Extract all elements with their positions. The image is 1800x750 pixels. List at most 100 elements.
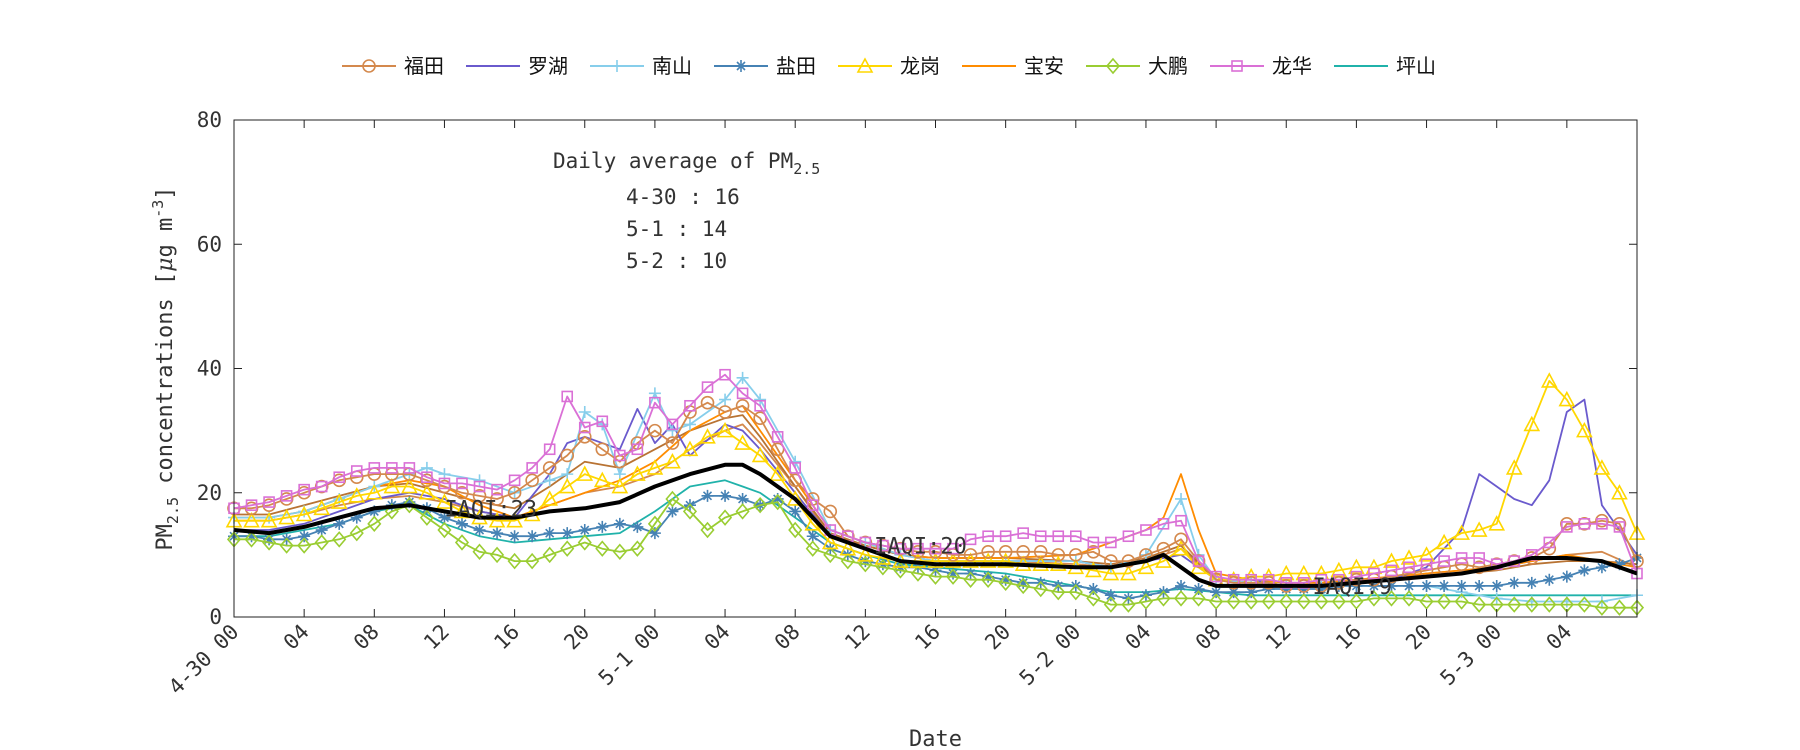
data-point [789, 462, 802, 474]
data-point [631, 443, 644, 456]
data-point [877, 539, 889, 552]
data-point [243, 512, 260, 528]
data-point [558, 477, 576, 494]
daily-average-line: 5-1 : 14 [626, 217, 727, 241]
data-point [1558, 390, 1576, 407]
data-point [1593, 459, 1611, 475]
x-tick-label: 08 [349, 620, 384, 655]
data-point [1226, 576, 1241, 590]
data-point [719, 489, 732, 502]
data-point [788, 521, 803, 539]
data-point [1523, 415, 1541, 432]
data-point [525, 473, 539, 488]
data-point [1454, 593, 1469, 610]
data-point [840, 552, 855, 570]
data-point [648, 423, 662, 438]
data-point [333, 517, 346, 530]
data-point [928, 568, 943, 585]
data-point [1455, 552, 1468, 564]
data-point [1578, 518, 1591, 530]
data-point [298, 483, 310, 496]
data-point [362, 59, 376, 73]
data-point [823, 546, 838, 564]
mean-line [233, 462, 1638, 588]
data-point [437, 521, 452, 539]
data-point [298, 530, 311, 543]
data-point [245, 530, 258, 543]
data-point [350, 465, 363, 477]
data-point [1366, 590, 1381, 607]
x-axis-title: Date [909, 727, 962, 750]
data-point [1137, 558, 1155, 575]
data-point [349, 524, 364, 542]
data-point [1577, 596, 1592, 613]
data-point [664, 453, 681, 469]
data-point [507, 552, 522, 570]
data-point [1473, 552, 1485, 564]
daily-average-line: 5-2 : 10 [626, 249, 727, 273]
data-point [947, 567, 960, 580]
data-point [314, 479, 329, 494]
series-大鹏 [226, 490, 1645, 616]
data-point [912, 542, 924, 555]
data-point [1578, 564, 1591, 577]
data-point [979, 552, 997, 568]
y-tick-label: 80 [197, 108, 222, 132]
data-point [508, 474, 521, 487]
data-point [368, 462, 381, 474]
data-point [1033, 580, 1048, 598]
data-point [894, 542, 907, 555]
data-point [315, 480, 328, 493]
data-point [297, 537, 312, 554]
data-point [279, 537, 294, 554]
data-point [260, 512, 278, 528]
data-point [578, 524, 591, 537]
data-point [1385, 564, 1398, 577]
data-point [330, 493, 348, 509]
data-point [701, 381, 714, 393]
data-point [576, 465, 594, 481]
data-point [612, 543, 627, 560]
data-point [1279, 593, 1294, 610]
data-point [1155, 552, 1172, 568]
data-point [1175, 579, 1188, 592]
data-point [858, 555, 873, 573]
data-point [1191, 590, 1206, 607]
data-point [1455, 579, 1468, 592]
x-tick-label: 20 [980, 620, 1015, 655]
data-point [1403, 579, 1416, 592]
data-point [1505, 459, 1523, 475]
data-point [1314, 593, 1329, 610]
data-point [1612, 517, 1627, 531]
data-point [1542, 596, 1557, 613]
data-point [1488, 515, 1506, 531]
x-tick-label: 16 [910, 620, 945, 655]
data-point [1052, 530, 1065, 543]
data-point [262, 534, 277, 551]
data-point [1121, 554, 1136, 568]
data-point [646, 459, 664, 475]
data-point [963, 571, 978, 588]
x-tick-label: 08 [770, 620, 805, 655]
x-tick-label: 12 [840, 620, 875, 655]
data-point [1175, 492, 1188, 505]
x-tick-label: 5-3 00 [1436, 620, 1507, 691]
data-point [982, 530, 994, 543]
data-point [1403, 561, 1415, 574]
data-point [1560, 570, 1573, 583]
data-point [1192, 583, 1205, 596]
data-point [1175, 514, 1187, 527]
data-point [649, 396, 661, 409]
legend-label: 龙华 [1272, 54, 1312, 78]
data-point [455, 485, 469, 500]
data-point [280, 490, 293, 502]
data-point [1612, 599, 1627, 616]
data-point [1245, 586, 1258, 599]
data-point [278, 508, 295, 525]
data-point [1173, 590, 1189, 607]
daily-average-title: Daily average of PM2.5 [553, 149, 820, 178]
legend-label: 盐田 [776, 54, 816, 78]
data-point [1613, 521, 1626, 533]
x-tick-label: 16 [489, 620, 524, 655]
